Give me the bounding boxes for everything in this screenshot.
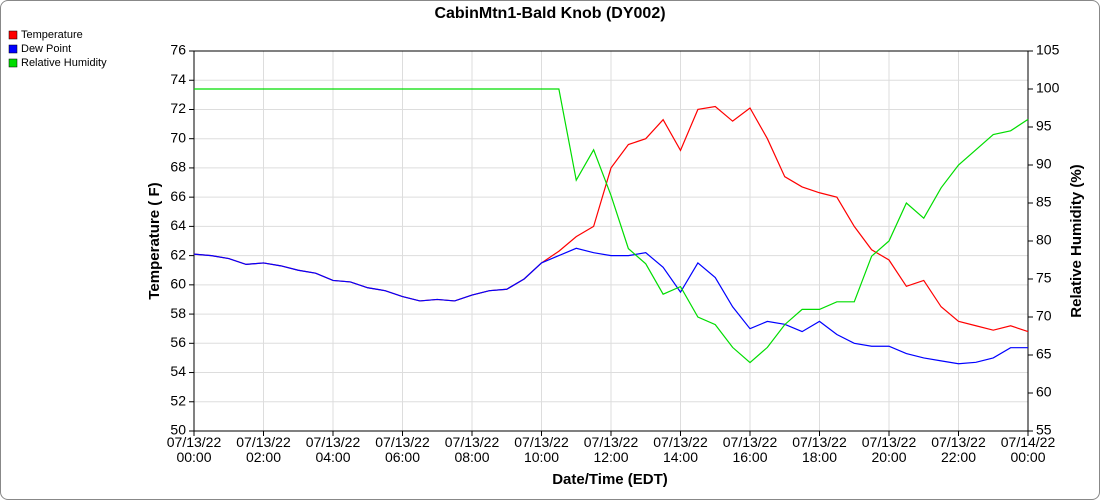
x-tick-label: 07/13/22 02:00 — [236, 434, 291, 465]
legend-label: Dew Point — [21, 43, 71, 55]
x-tick-label: 07/13/22 10:00 — [514, 434, 569, 465]
x-tick-label: 07/13/22 20:00 — [861, 434, 917, 465]
legend-swatch — [8, 30, 18, 40]
x-tick-label: 07/13/22 16:00 — [722, 434, 778, 465]
y-tick-label: 68 — [170, 159, 186, 175]
legend-swatch — [8, 44, 18, 54]
y2-tick-label: 60 — [1036, 384, 1052, 400]
y-tick-label: 74 — [170, 71, 186, 87]
x-tick-label: 07/13/22 08:00 — [444, 434, 500, 465]
y2-tick-label: 80 — [1036, 232, 1052, 248]
y2-axis-label: Relative Humidity (%) — [1068, 164, 1085, 317]
y-tick-label: 56 — [170, 334, 186, 350]
x-tick-label: 07/13/22 06:00 — [375, 434, 430, 465]
y2-tick-label: 55 — [1036, 422, 1052, 438]
y-tick-label: 58 — [170, 305, 186, 321]
y-tick-label: 60 — [170, 276, 186, 292]
x-axis-label: Date/Time (EDT) — [552, 471, 668, 488]
y2-tick-label: 90 — [1036, 156, 1052, 172]
x-tick-label: 07/13/22 22:00 — [931, 434, 986, 465]
x-tick-label: 07/13/22 00:00 — [166, 434, 222, 465]
y2-tick-label: 85 — [1036, 194, 1052, 210]
y-axis-label: Temperature ( F) — [146, 182, 163, 299]
y2-tick-label: 65 — [1036, 346, 1052, 362]
y2-tick-label: 105 — [1036, 42, 1060, 58]
series-line — [194, 88, 1029, 364]
legend-swatch — [8, 58, 18, 68]
series-line — [193, 247, 1028, 365]
y-tick-label: 66 — [170, 188, 186, 204]
y-tick-label: 70 — [170, 129, 186, 145]
y-tick-label: 54 — [170, 363, 186, 379]
legend-label: Relative Humidity — [21, 57, 107, 69]
x-tick-label: 07/14/22 00:00 — [1000, 434, 1056, 465]
y-tick-label: 64 — [170, 217, 186, 233]
y-tick-label: 52 — [170, 392, 186, 408]
plot-frame — [193, 50, 1029, 432]
x-tick-label: 07/13/22 12:00 — [583, 434, 639, 465]
x-tick-label: 07/13/22 18:00 — [792, 434, 847, 465]
y2-tick-label: 70 — [1036, 308, 1052, 324]
y2-tick-label: 75 — [1036, 270, 1052, 286]
x-tick-label: 07/13/22 14:00 — [653, 434, 708, 465]
y2-tick-label: 100 — [1036, 80, 1060, 96]
y-tick-label: 50 — [170, 422, 186, 438]
y2-tick-label: 95 — [1036, 118, 1052, 134]
y-tick-label: 76 — [170, 42, 186, 58]
legend-label: Temperature — [21, 29, 83, 41]
chart-title: CabinMtn1-Bald Knob (DY002) — [434, 5, 665, 22]
y-tick-label: 62 — [170, 246, 186, 262]
x-tick-label: 07/13/22 04:00 — [305, 434, 361, 465]
y-tick-label: 72 — [170, 100, 186, 116]
